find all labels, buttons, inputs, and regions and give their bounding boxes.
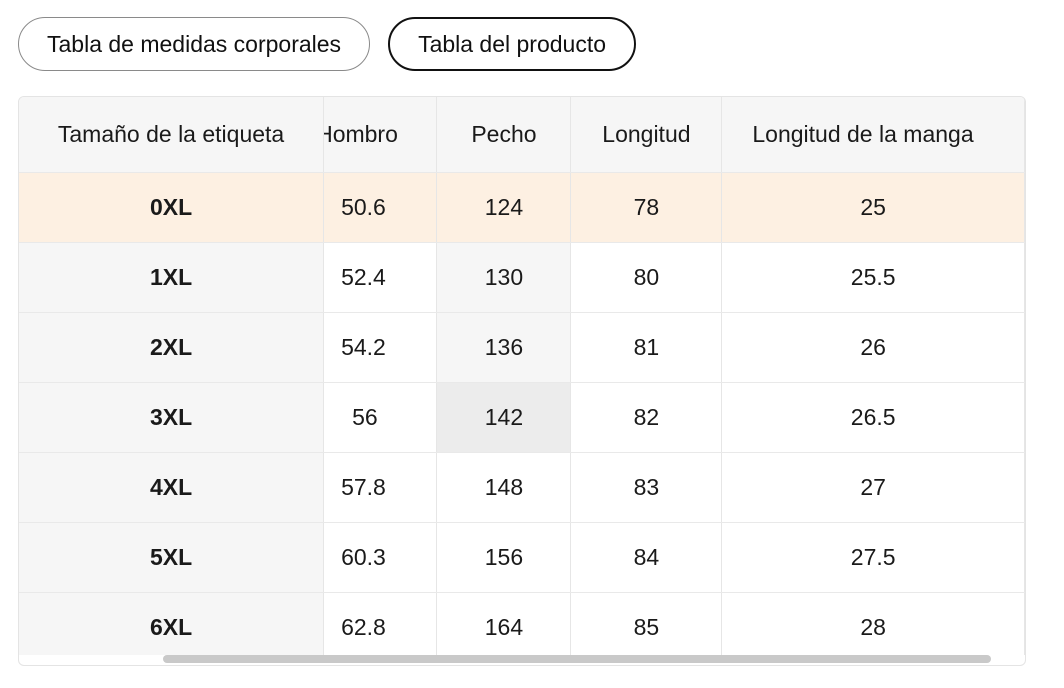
header-length: Longitud: [570, 97, 723, 173]
header-shoulder: Hombro: [323, 97, 438, 173]
sleeve-cell: 26: [721, 312, 1025, 383]
size-cell: 0XL: [19, 172, 325, 243]
shoulder-cell: 60.3: [323, 522, 438, 593]
length-cell: 83: [570, 452, 723, 523]
chest-cell: 124: [436, 172, 572, 243]
sleeve-cell: 26.5: [721, 382, 1025, 453]
chest-cell: 156: [436, 522, 572, 593]
length-cell: 78: [570, 172, 723, 243]
shoulder-cell: 56: [323, 382, 438, 453]
table-row: 5XL 60.3 156 84 27.5: [19, 522, 1025, 593]
size-table-card: Tamaño de la etiqueta Hombro Pecho Longi…: [18, 96, 1026, 666]
length-cell: 81: [570, 312, 723, 383]
chest-cell: 164: [436, 592, 572, 655]
table-row: 4XL 57.8 148 83 27: [19, 452, 1025, 523]
size-cell: 6XL: [19, 592, 325, 655]
sleeve-cell: 27.5: [721, 522, 1025, 593]
chest-cell: 148: [436, 452, 572, 523]
table-row: 3XL 56 142 82 26.5: [19, 382, 1025, 453]
table-row: 1XL 52.4 130 80 25.5: [19, 242, 1025, 313]
header-label-size: Tamaño de la etiqueta: [19, 97, 325, 173]
shoulder-cell: 62.8: [323, 592, 438, 655]
horizontal-scrollbar[interactable]: [163, 655, 991, 663]
size-table: Tamaño de la etiqueta Hombro Pecho Longi…: [19, 97, 1025, 655]
table-row: 6XL 62.8 164 85 28: [19, 592, 1025, 655]
length-cell: 85: [570, 592, 723, 655]
length-cell: 82: [570, 382, 723, 453]
sleeve-cell: 25: [721, 172, 1025, 243]
size-cell: 1XL: [19, 242, 325, 313]
tab-body-measurements[interactable]: Tabla de medidas corporales: [18, 17, 371, 71]
shoulder-cell: 57.8: [323, 452, 438, 523]
chest-cell-hovered: 142: [436, 382, 572, 453]
size-table-viewport[interactable]: Tamaño de la etiqueta Hombro Pecho Longi…: [19, 97, 1025, 655]
header-sleeve-length: Longitud de la manga: [721, 97, 1025, 173]
table-row: 0XL 50.6 124 78 25: [19, 172, 1025, 243]
sleeve-cell: 28: [721, 592, 1025, 655]
size-cell: 3XL: [19, 382, 325, 453]
size-cell: 2XL: [19, 312, 325, 383]
shoulder-cell: 52.4: [323, 242, 438, 313]
header-chest: Pecho: [436, 97, 572, 173]
length-cell: 84: [570, 522, 723, 593]
sleeve-cell: 27: [721, 452, 1025, 523]
shoulder-cell: 54.2: [323, 312, 438, 383]
size-chart-tabs: Tabla de medidas corporales Tabla del pr…: [18, 17, 637, 71]
sleeve-cell: 25.5: [721, 242, 1025, 313]
shoulder-cell: 50.6: [323, 172, 438, 243]
size-cell: 5XL: [19, 522, 325, 593]
length-cell: 80: [570, 242, 723, 313]
tab-product-chart[interactable]: Tabla del producto: [388, 17, 637, 71]
chest-cell: 130: [436, 242, 572, 313]
table-row: 2XL 54.2 136 81 26: [19, 312, 1025, 383]
table-header-row: Tamaño de la etiqueta Hombro Pecho Longi…: [19, 97, 1025, 173]
size-cell: 4XL: [19, 452, 325, 523]
chest-cell: 136: [436, 312, 572, 383]
